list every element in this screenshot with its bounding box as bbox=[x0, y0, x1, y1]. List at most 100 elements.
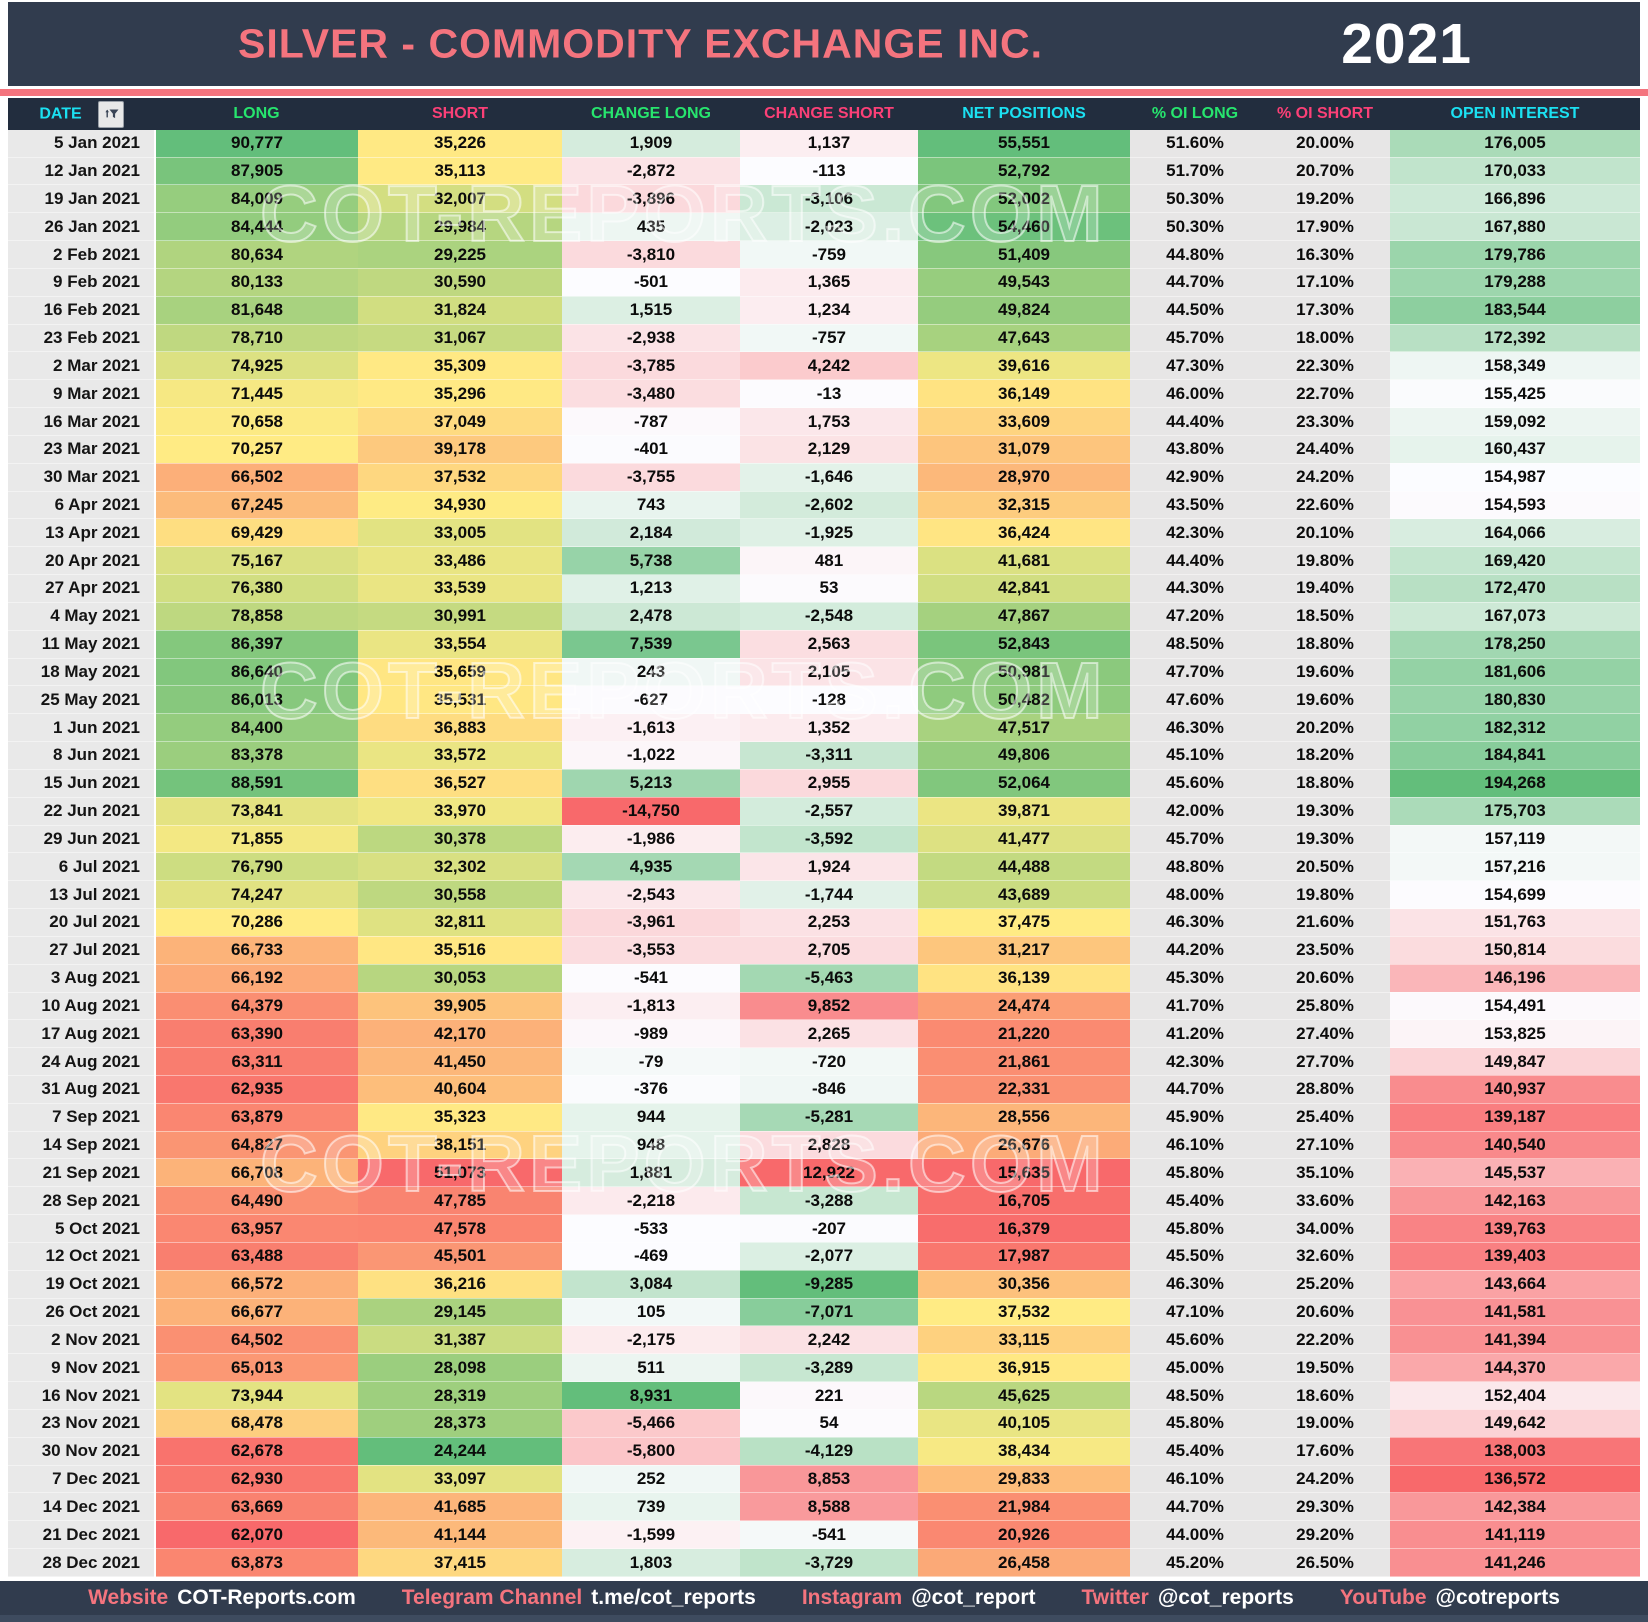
cell-open_interest: 159,092 bbox=[1390, 407, 1640, 436]
cell-oi_long: 47.30% bbox=[1130, 351, 1260, 381]
table-row: 3 Aug 2021 66,192 30,053 -541 -5,463 36,139 45… bbox=[8, 964, 1640, 993]
cell-long: 78,710 bbox=[155, 324, 358, 353]
cell-date: 17 Aug 2021 bbox=[8, 1019, 156, 1049]
cell-net_positions: 47,643 bbox=[918, 324, 1130, 353]
table-row: 25 May 2021 86,013 35,531 -627 -128 50,482 47.… bbox=[8, 685, 1640, 715]
cell-long: 70,286 bbox=[155, 908, 358, 937]
cell-date: 23 Nov 2021 bbox=[8, 1409, 156, 1438]
cell-open_interest: 144,370 bbox=[1390, 1353, 1640, 1383]
cell-oi_long: 47.10% bbox=[1130, 1298, 1260, 1327]
cell-open_interest: 150,814 bbox=[1390, 936, 1640, 965]
cell-oi_short: 21.60% bbox=[1260, 908, 1390, 937]
cell-short: 41,685 bbox=[358, 1492, 562, 1522]
cell-oi_long: 45.50% bbox=[1130, 1242, 1260, 1271]
table-row: 27 Apr 2021 76,380 33,539 1,213 53 42,841 44.3… bbox=[8, 574, 1640, 603]
cell-change_long: -2,543 bbox=[562, 880, 740, 910]
cell-open_interest: 155,425 bbox=[1390, 379, 1640, 409]
cell-change_long: -376 bbox=[562, 1075, 740, 1104]
cell-change_short: -3,106 bbox=[740, 184, 918, 214]
cell-change_long: 944 bbox=[562, 1103, 740, 1132]
cell-net_positions: 33,115 bbox=[918, 1325, 1130, 1355]
cell-oi_long: 44.50% bbox=[1130, 296, 1260, 325]
cell-short: 33,554 bbox=[358, 630, 562, 659]
cell-oi_short: 20.00% bbox=[1260, 130, 1390, 158]
table-row: 13 Jul 2021 74,247 30,558 -2,543 -1,744 43,68… bbox=[8, 880, 1640, 910]
cell-long: 66,733 bbox=[155, 936, 358, 965]
cell-date: 14 Dec 2021 bbox=[8, 1492, 156, 1522]
cell-oi_short: 29.30% bbox=[1260, 1492, 1390, 1522]
cell-change_short: 1,352 bbox=[740, 713, 918, 743]
cell-net_positions: 31,079 bbox=[918, 435, 1130, 464]
cell-open_interest: 157,216 bbox=[1390, 852, 1640, 882]
footer-twitter-handle[interactable]: @cot_reports bbox=[1157, 1586, 1294, 1609]
cell-change_long: -2,872 bbox=[562, 157, 740, 186]
footer-website-link[interactable]: COT-Reports.com bbox=[177, 1586, 356, 1609]
cell-date: 2 Feb 2021 bbox=[8, 240, 156, 269]
cell-oi_short: 23.50% bbox=[1260, 936, 1390, 965]
cell-oi_long: 43.50% bbox=[1130, 491, 1260, 520]
cell-date: 19 Jan 2021 bbox=[8, 184, 156, 214]
cell-change_long: 105 bbox=[562, 1298, 740, 1327]
cell-change_short: 9,852 bbox=[740, 992, 918, 1021]
table-row: 2 Feb 2021 80,634 29,225 -3,810 -759 51,409 44… bbox=[8, 240, 1640, 269]
cell-open_interest: 194,268 bbox=[1390, 769, 1640, 798]
cell-net_positions: 39,616 bbox=[918, 351, 1130, 381]
cell-date: 11 May 2021 bbox=[8, 630, 156, 659]
table-row: 2 Nov 2021 64,502 31,387 -2,175 2,242 33,115 4… bbox=[8, 1325, 1640, 1355]
cell-short: 37,415 bbox=[358, 1548, 562, 1577]
cell-change_long: 948 bbox=[562, 1131, 740, 1160]
table-row: 8 Jun 2021 83,378 33,572 -1,022 -3,311 49,806… bbox=[8, 741, 1640, 770]
cell-change_short: 53 bbox=[740, 574, 918, 603]
cell-oi_short: 22.60% bbox=[1260, 491, 1390, 520]
cell-short: 30,558 bbox=[358, 880, 562, 910]
cell-long: 68,478 bbox=[155, 1409, 358, 1438]
column-header-date: DATE bbox=[8, 98, 155, 130]
cell-change_short: 12,922 bbox=[740, 1158, 918, 1188]
cell-oi_short: 20.60% bbox=[1260, 964, 1390, 993]
cell-change_long: -541 bbox=[562, 964, 740, 993]
cell-open_interest: 149,642 bbox=[1390, 1409, 1640, 1438]
cell-oi_short: 17.60% bbox=[1260, 1437, 1390, 1466]
footer-youtube-handle[interactable]: @cotreports bbox=[1435, 1586, 1560, 1609]
cell-change_long: -79 bbox=[562, 1047, 740, 1076]
cell-short: 35,516 bbox=[358, 936, 562, 965]
cell-net_positions: 28,556 bbox=[918, 1103, 1130, 1132]
footer-twitter: Twitter @cot_reports bbox=[1082, 1586, 1294, 1610]
cell-short: 33,572 bbox=[358, 741, 562, 770]
cell-net_positions: 47,517 bbox=[918, 713, 1130, 743]
cell-change_long: 1,909 bbox=[562, 130, 740, 158]
column-header-oi-long: % OI LONG bbox=[1130, 98, 1260, 130]
cell-oi_long: 45.80% bbox=[1130, 1214, 1260, 1243]
cell-short: 32,007 bbox=[358, 184, 562, 214]
cell-net_positions: 39,871 bbox=[918, 797, 1130, 826]
cell-short: 47,785 bbox=[358, 1186, 562, 1216]
cell-short: 31,824 bbox=[358, 296, 562, 325]
footer-instagram-handle[interactable]: @cot_report bbox=[911, 1586, 1036, 1609]
table-row: 23 Feb 2021 78,710 31,067 -2,938 -757 47,643 4… bbox=[8, 324, 1640, 353]
cell-oi_short: 25.80% bbox=[1260, 992, 1390, 1021]
cell-change_long: -3,480 bbox=[562, 379, 740, 409]
cell-oi_long: 47.20% bbox=[1130, 602, 1260, 631]
cell-oi_long: 45.80% bbox=[1130, 1409, 1260, 1438]
footer-telegram-link[interactable]: t.me/cot_reports bbox=[591, 1586, 756, 1609]
cell-date: 10 Aug 2021 bbox=[8, 992, 156, 1021]
cell-short: 31,067 bbox=[358, 324, 562, 353]
table-row: 29 Jun 2021 71,855 30,378 -1,986 -3,592 41,47… bbox=[8, 825, 1640, 854]
cell-oi_short: 25.20% bbox=[1260, 1270, 1390, 1299]
cell-short: 41,144 bbox=[358, 1520, 562, 1550]
cell-short: 29,984 bbox=[358, 212, 562, 242]
cell-long: 66,677 bbox=[155, 1298, 358, 1327]
cell-date: 9 Nov 2021 bbox=[8, 1353, 156, 1383]
cell-long: 86,013 bbox=[155, 685, 358, 715]
table-row: 9 Feb 2021 80,133 30,590 -501 1,365 49,543 44.… bbox=[8, 268, 1640, 297]
year-label: 2021 bbox=[1341, 12, 1472, 76]
cell-change_short: 1,365 bbox=[740, 268, 918, 297]
cell-oi_long: 46.10% bbox=[1130, 1465, 1260, 1494]
cell-long: 80,133 bbox=[155, 268, 358, 297]
cell-date: 29 Jun 2021 bbox=[8, 825, 156, 854]
cell-short: 33,005 bbox=[358, 518, 562, 548]
filter-funnel-icon[interactable] bbox=[97, 100, 124, 128]
cell-oi_short: 18.00% bbox=[1260, 324, 1390, 353]
cell-long: 63,669 bbox=[155, 1492, 358, 1522]
cell-oi_short: 19.80% bbox=[1260, 546, 1390, 576]
